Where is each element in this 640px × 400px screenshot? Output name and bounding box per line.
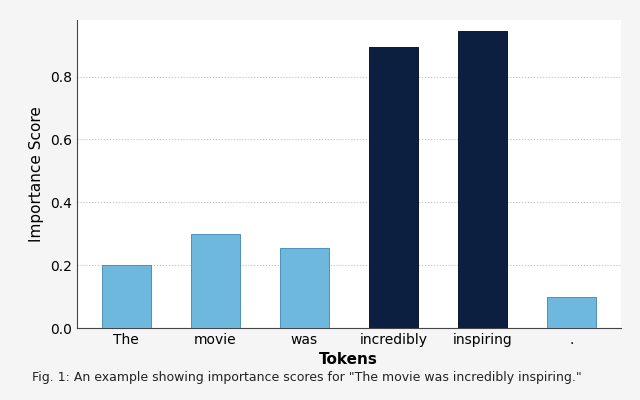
Bar	[458, 31, 507, 328]
Y-axis label: Importance Score: Importance Score	[29, 106, 44, 242]
X-axis label: Tokens: Tokens	[319, 352, 378, 368]
Bar	[547, 296, 596, 328]
Bar	[369, 47, 418, 328]
Text: Fig. 1: An example showing importance scores for "The movie was incredibly inspi: Fig. 1: An example showing importance sc…	[32, 371, 582, 384]
Bar	[280, 248, 329, 328]
Bar	[191, 234, 239, 328]
Bar	[102, 265, 150, 328]
